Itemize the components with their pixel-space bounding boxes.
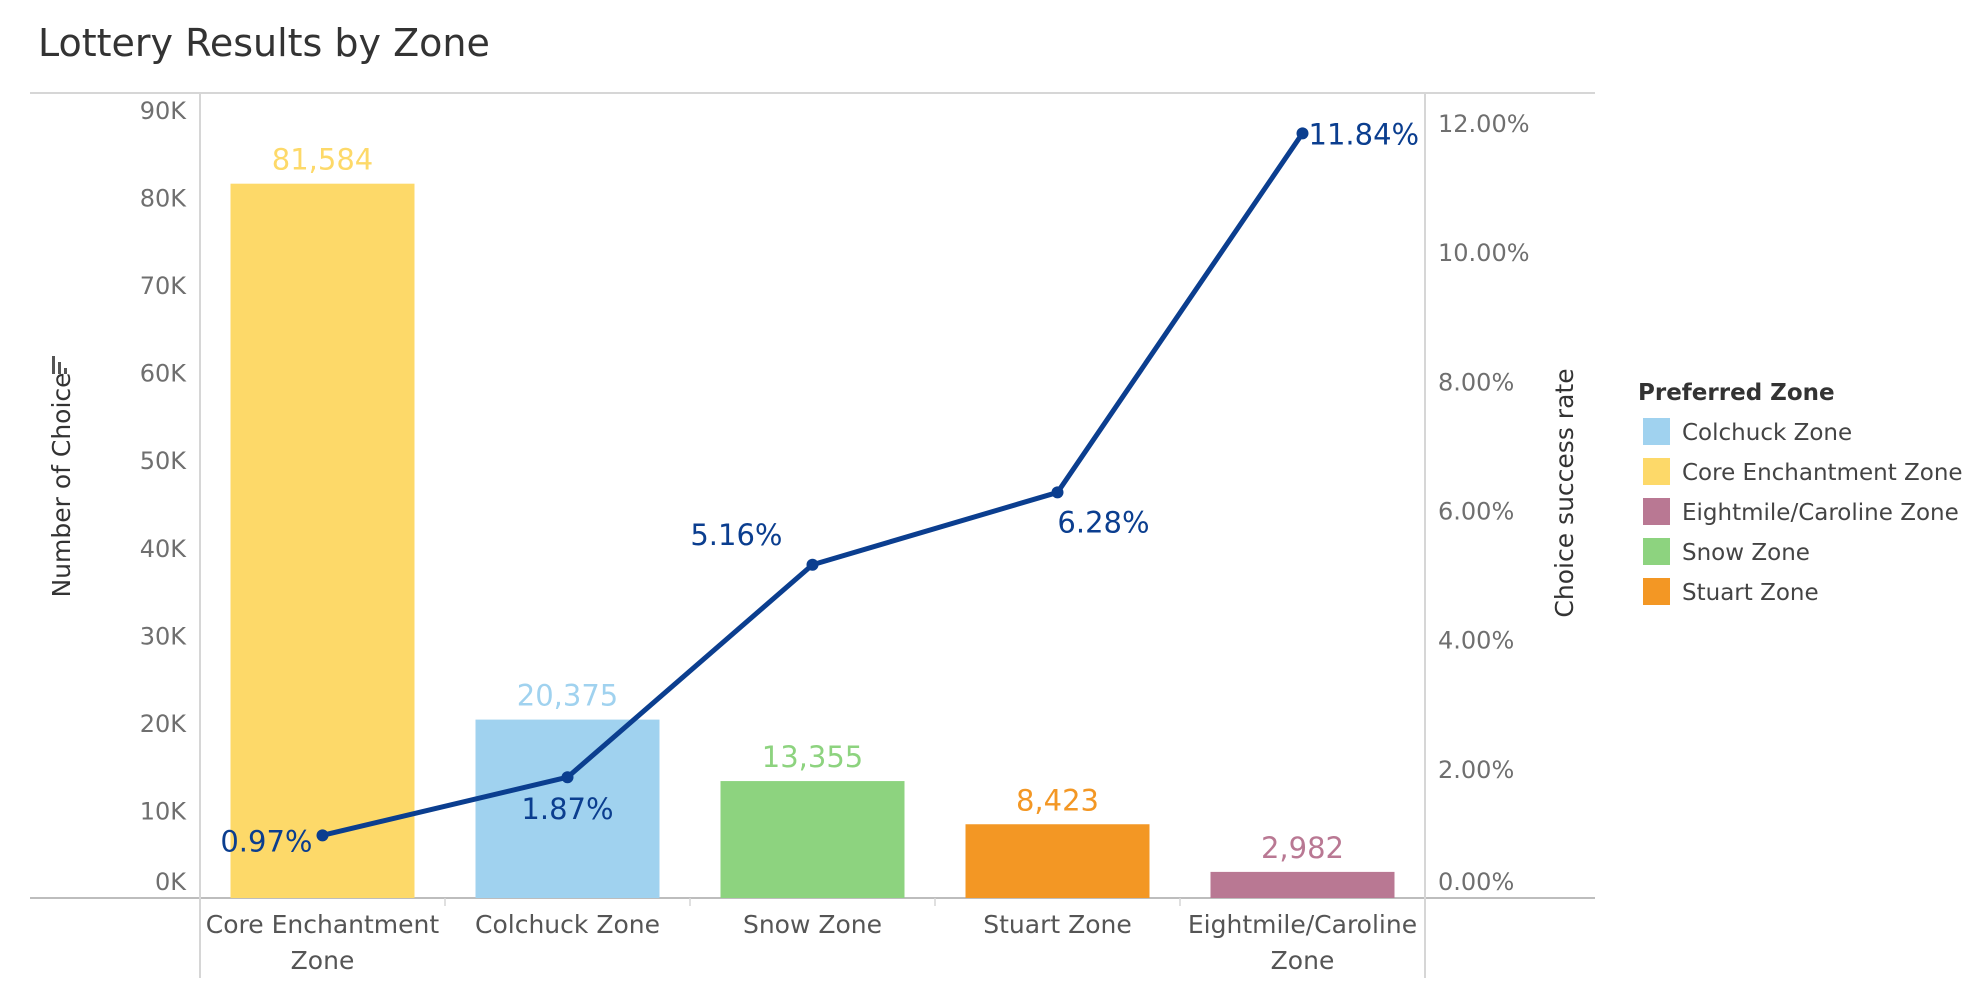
- line-point: [316, 829, 329, 842]
- line-layer: 0.97% 1.87% 5.16% 6.28% 11.84%: [220, 117, 1419, 858]
- sort-icon: [52, 356, 67, 374]
- legend-item-label: Snow Zone: [1682, 540, 1810, 566]
- category-label: Snow Zone: [743, 910, 882, 939]
- left-tick-label: 80K: [140, 185, 188, 213]
- line-point: [1051, 486, 1064, 499]
- left-tick-label: 20K: [140, 710, 188, 738]
- chart-title: Lottery Results by Zone: [38, 21, 490, 65]
- sort-icon-bar: [58, 362, 61, 374]
- right-tick-label: 10.00%: [1438, 239, 1530, 267]
- category-label: Zone: [1271, 946, 1335, 975]
- category-label: Core Enchantment: [206, 910, 440, 939]
- left-axis-title: Number of Choice: [47, 372, 76, 597]
- line-value-label: 11.84%: [1309, 117, 1420, 151]
- line-point: [1296, 127, 1309, 140]
- left-tick-label: 90K: [140, 97, 188, 125]
- bar-2: [720, 781, 905, 898]
- line-value-label: 5.16%: [690, 518, 782, 552]
- left-tick-label: 60K: [140, 360, 188, 388]
- right-tick-label: 6.00%: [1438, 498, 1514, 526]
- bar-value-label: 8,423: [1016, 783, 1099, 817]
- line-point: [561, 771, 574, 784]
- left-tick-label: 40K: [140, 535, 188, 563]
- line-value-label: 0.97%: [220, 824, 312, 858]
- line-value-label: 6.28%: [1057, 505, 1149, 539]
- category-label: Stuart Zone: [983, 910, 1132, 939]
- success-rate-line: [321, 131, 1305, 838]
- category-label: Colchuck Zone: [475, 910, 660, 939]
- legend: Preferred Zone Colchuck Zone Core Enchant…: [1638, 380, 1963, 606]
- sort-icon-bar: [64, 368, 67, 374]
- line-point: [806, 558, 819, 571]
- left-tick-label: 0K: [155, 868, 187, 896]
- bar-0: [230, 183, 415, 898]
- bar-value-label: 20,375: [517, 679, 618, 713]
- right-tick-label: 12.00%: [1438, 110, 1530, 138]
- line-value-label: 1.87%: [521, 792, 613, 826]
- bar-1: [475, 719, 660, 898]
- bar-value-label: 2,982: [1261, 831, 1344, 865]
- legend-item-label: Colchuck Zone: [1682, 420, 1852, 446]
- right-axis: 0.00% 2.00% 4.00% 6.00% 8.00% 10.00% 12.00% Cho…: [1438, 110, 1579, 896]
- legend-swatch: [1643, 538, 1670, 565]
- right-tick-label: 4.00%: [1438, 627, 1514, 655]
- left-tick-label: 30K: [140, 622, 188, 650]
- legend-swatch: [1643, 458, 1670, 485]
- category-label: Eightmile/Caroline: [1188, 910, 1417, 939]
- right-tick-label: 8.00%: [1438, 368, 1514, 396]
- left-axis: 0K 10K 20K 30K 40K 50K 60K 70K 80K 90K Number of C…: [47, 97, 187, 896]
- bar-4: [1210, 871, 1395, 898]
- legend-swatch: [1643, 418, 1670, 445]
- right-axis-title: Choice success rate: [1550, 368, 1579, 617]
- right-tick-label: 0.00%: [1438, 868, 1514, 896]
- left-tick-label: 50K: [140, 447, 188, 475]
- bar-3: [965, 824, 1150, 898]
- sort-icon-bar: [52, 356, 55, 374]
- bar-value-label: 81,584: [272, 143, 373, 177]
- legend-swatch: [1643, 578, 1670, 605]
- category-axis: Core Enchantment Zone Colchuck Zone Snow Zo…: [206, 910, 1417, 975]
- bars-layer: 81,584 20,375 13,355 8,423 2,982: [230, 143, 1395, 898]
- legend-item-label: Eightmile/Caroline Zone: [1682, 500, 1959, 526]
- bar-value-label: 13,355: [762, 740, 863, 774]
- legend-swatch: [1643, 498, 1670, 525]
- category-label: Zone: [291, 946, 355, 975]
- legend-item-label: Core Enchantment Zone: [1682, 460, 1963, 486]
- left-tick-label: 10K: [140, 797, 188, 825]
- legend-item-label: Stuart Zone: [1682, 580, 1819, 606]
- left-tick-label: 70K: [140, 272, 188, 300]
- right-tick-label: 2.00%: [1438, 756, 1514, 784]
- legend-title: Preferred Zone: [1638, 380, 1835, 406]
